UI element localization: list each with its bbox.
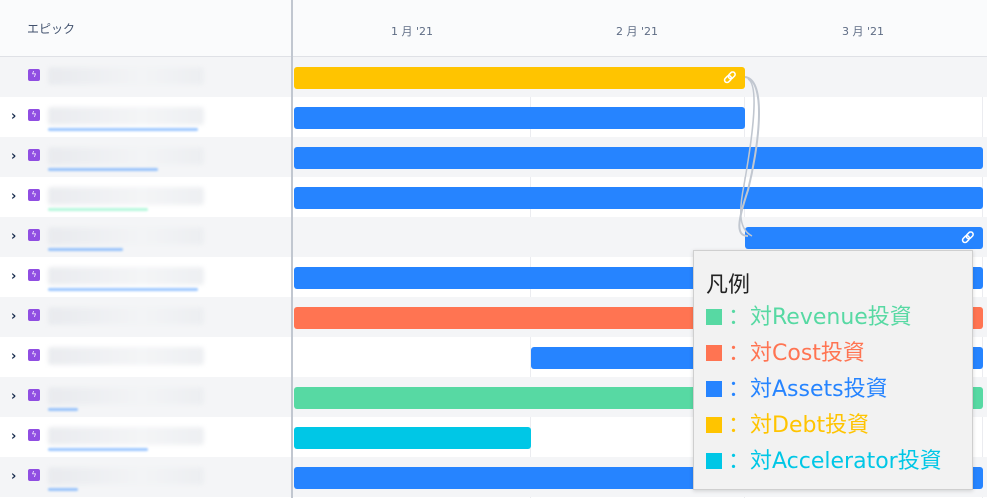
epic-bar-assets[interactable]	[294, 187, 983, 209]
legend-item: ：対Revenue投資	[706, 303, 912, 333]
link-icon[interactable]: 🔗	[961, 231, 975, 244]
legend-item: ：対Debt投資	[706, 411, 869, 441]
epic-progress	[48, 408, 78, 411]
epic-row[interactable]: › ϟ	[0, 137, 987, 177]
epic-bar-assets[interactable]	[294, 107, 745, 129]
lightning-icon: ϟ	[28, 189, 40, 201]
lightning-icon: ϟ	[28, 349, 40, 361]
epic-progress	[48, 208, 148, 211]
epic-bar-assets[interactable]: 🔗	[745, 227, 983, 249]
lightning-icon: ϟ	[28, 269, 40, 281]
lightning-icon: ϟ	[28, 109, 40, 121]
epic-name-redacted[interactable]	[48, 187, 204, 205]
legend-swatch	[706, 381, 722, 397]
epic-progress	[48, 448, 148, 451]
chevron-right-icon[interactable]: ›	[11, 429, 17, 444]
epic-name-redacted[interactable]	[48, 427, 204, 445]
legend-swatch	[706, 417, 722, 433]
epic-row[interactable]: › ϟ	[0, 417, 987, 457]
legend-label: ：対Accelerator投資	[728, 449, 942, 474]
chevron-right-icon[interactable]: ›	[11, 269, 17, 284]
link-icon[interactable]: 🔗	[723, 71, 737, 84]
epic-name-redacted[interactable]	[48, 347, 204, 365]
lightning-icon: ϟ	[28, 69, 40, 81]
legend-label: ：対Assets投資	[728, 377, 888, 402]
chevron-right-icon[interactable]: ›	[11, 349, 17, 364]
month-label-jan: 1 月 '21	[390, 25, 434, 38]
epic-progress	[48, 168, 158, 171]
epic-progress	[48, 248, 123, 251]
lightning-icon: ϟ	[28, 429, 40, 441]
epic-bar-accelerator[interactable]	[294, 427, 531, 449]
chevron-right-icon[interactable]: ›	[11, 389, 17, 404]
legend-item: ：対Assets投資	[706, 375, 888, 405]
lightning-icon: ϟ	[28, 309, 40, 321]
epic-row[interactable]: ϟ 🔗	[0, 57, 987, 97]
chevron-right-icon[interactable]: ›	[11, 189, 17, 204]
epic-name-redacted[interactable]	[48, 387, 204, 405]
epic-progress	[48, 288, 198, 291]
chevron-right-icon[interactable]: ›	[11, 309, 17, 324]
lightning-icon: ϟ	[28, 229, 40, 241]
panel-resize-handle[interactable]	[291, 0, 293, 498]
epic-name-redacted[interactable]	[48, 147, 204, 165]
legend-item: ：対Accelerator投資	[706, 447, 942, 477]
epic-name-redacted[interactable]	[48, 227, 204, 245]
legend-label: ：対Revenue投資	[728, 305, 912, 330]
epic-name-redacted[interactable]	[48, 267, 204, 285]
chevron-right-icon[interactable]: ›	[11, 109, 17, 124]
legend-title: 凡例	[706, 273, 751, 298]
legend-swatch	[706, 453, 722, 469]
legend-label: ：対Cost投資	[728, 341, 865, 366]
lightning-icon: ϟ	[28, 469, 40, 481]
epic-bar-debt[interactable]: 🔗	[294, 67, 745, 89]
epic-progress	[48, 128, 198, 131]
lightning-icon: ϟ	[28, 149, 40, 161]
epic-row[interactable]: › ϟ	[0, 177, 987, 217]
legend-swatch	[706, 309, 722, 325]
legend-swatch	[706, 345, 722, 361]
epic-name-redacted[interactable]	[48, 307, 204, 325]
roadmap-timeline: 1 月 '21 2 月 '21 3 月 '21	[293, 0, 987, 498]
epic-name-redacted[interactable]	[48, 467, 204, 485]
epic-column-title: エピック	[27, 22, 76, 36]
legend-panel: 凡例 ：対Revenue投資 ：対Cost投資 ：対Assets投資 ：対Debt投資…	[693, 250, 973, 490]
legend-item: ：対Cost投資	[706, 339, 865, 369]
lightning-icon: ϟ	[28, 389, 40, 401]
epic-column-header: エピック	[0, 0, 291, 57]
month-label-mar: 3 月 '21	[841, 25, 885, 38]
epic-name-redacted[interactable]	[48, 67, 204, 85]
chevron-right-icon[interactable]: ›	[11, 469, 17, 484]
chevron-right-icon[interactable]: ›	[11, 229, 17, 244]
chevron-right-icon[interactable]: ›	[11, 149, 17, 164]
timeline-header: 1 月 '21 2 月 '21 3 月 '21	[293, 0, 987, 57]
epic-progress	[48, 488, 78, 491]
epic-bar-assets[interactable]	[294, 147, 983, 169]
epic-name-redacted[interactable]	[48, 107, 204, 125]
epic-row[interactable]: › ϟ	[0, 97, 987, 137]
month-label-feb: 2 月 '21	[615, 25, 659, 38]
legend-label: ：対Debt投資	[728, 413, 870, 438]
